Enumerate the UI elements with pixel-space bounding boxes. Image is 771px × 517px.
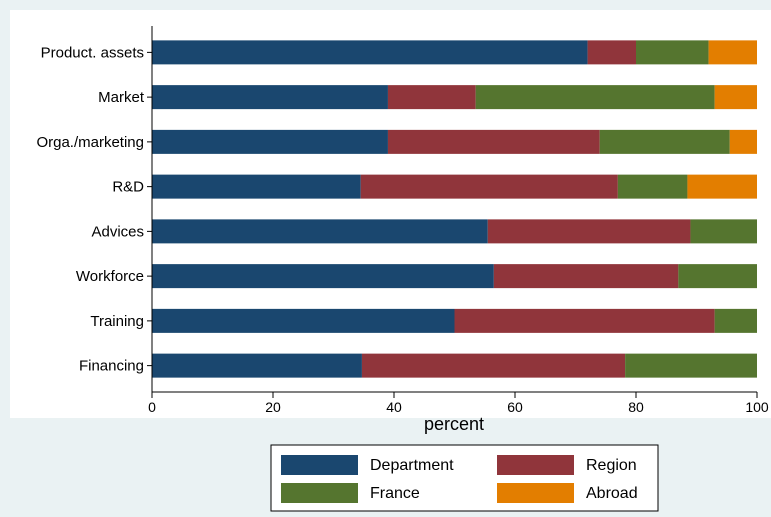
legend-label-department: Department bbox=[370, 457, 454, 474]
legend-label-region: Region bbox=[586, 457, 637, 474]
x-tick-label: 20 bbox=[265, 399, 281, 415]
bar-abroad-1 bbox=[708, 40, 757, 65]
legend: Department Region France Abroad bbox=[270, 444, 659, 512]
bar-department-2 bbox=[152, 85, 388, 110]
bar-region-1 bbox=[587, 40, 636, 65]
bar-france-6 bbox=[678, 264, 757, 289]
x-tick-label: 100 bbox=[745, 399, 769, 415]
legend-swatch-abroad bbox=[497, 483, 574, 503]
bar-department-5 bbox=[152, 219, 488, 244]
legend-label-abroad: Abroad bbox=[586, 485, 638, 502]
bar-france-3 bbox=[599, 129, 730, 154]
legend-swatch-france bbox=[281, 483, 358, 503]
bar-region-4 bbox=[360, 174, 618, 199]
bar-france-8 bbox=[625, 353, 757, 378]
bar-france-2 bbox=[475, 85, 715, 110]
bar-department-7 bbox=[152, 308, 455, 333]
bar-france-1 bbox=[636, 40, 709, 65]
bar-france-4 bbox=[617, 174, 688, 199]
bar-department-6 bbox=[152, 264, 494, 289]
legend-swatch-region bbox=[497, 455, 574, 475]
axes-layer: Product. assets Market Orga./marketing R&D A… bbox=[36, 26, 769, 415]
category-label: Training bbox=[90, 313, 144, 330]
bar-region-6 bbox=[493, 264, 679, 289]
category-label: Orga./marketing bbox=[36, 134, 144, 151]
bar-region-5 bbox=[487, 219, 691, 244]
bar-region-8 bbox=[361, 353, 626, 378]
category-label: R&D bbox=[112, 179, 144, 196]
x-axis-label: percent bbox=[424, 414, 484, 434]
x-tick-label: 0 bbox=[148, 399, 156, 415]
category-label: Advices bbox=[91, 223, 144, 240]
bar-abroad-2 bbox=[714, 85, 757, 110]
x-tick-label: 80 bbox=[628, 399, 644, 415]
bar-france-5 bbox=[690, 219, 757, 244]
bar-department-1 bbox=[152, 40, 588, 65]
bar-department-8 bbox=[152, 353, 362, 378]
bar-abroad-3 bbox=[729, 129, 757, 154]
x-tick-label: 40 bbox=[386, 399, 402, 415]
legend-swatch-department bbox=[281, 455, 358, 475]
bar-region-3 bbox=[387, 129, 600, 154]
legend-label-france: France bbox=[370, 485, 420, 502]
bar-abroad-4 bbox=[687, 174, 757, 199]
bar-france-7 bbox=[714, 308, 757, 333]
category-label: Workforce bbox=[76, 268, 144, 285]
bar-region-2 bbox=[387, 85, 476, 110]
plot-area bbox=[10, 10, 771, 418]
category-label: Financing bbox=[79, 358, 144, 375]
bar-region-7 bbox=[454, 308, 715, 333]
category-label: Market bbox=[98, 89, 145, 106]
category-label: Product. assets bbox=[41, 44, 144, 61]
bar-department-4 bbox=[152, 174, 361, 199]
bar-department-3 bbox=[152, 129, 388, 154]
x-tick-label: 60 bbox=[507, 399, 523, 415]
bars-layer bbox=[152, 40, 757, 378]
